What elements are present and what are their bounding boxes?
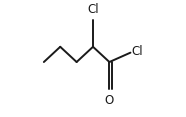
Text: O: O bbox=[105, 94, 114, 107]
Text: Cl: Cl bbox=[87, 3, 99, 16]
Text: Cl: Cl bbox=[132, 45, 143, 58]
